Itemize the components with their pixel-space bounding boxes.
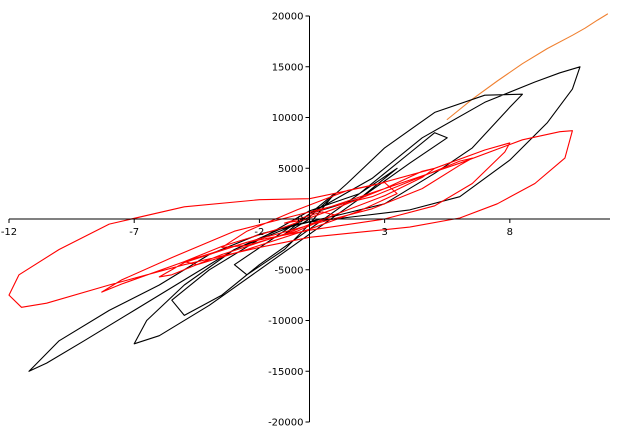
y-tick-label: 5000	[278, 164, 303, 175]
y-tick-label: 0	[297, 215, 303, 226]
x-tick-label: -12	[1, 227, 17, 238]
y-tick-label: 20000	[272, 12, 304, 23]
y-tick-label: -20000	[268, 418, 303, 429]
y-tick-label: 15000	[272, 62, 304, 73]
x-tick-label: -2	[254, 227, 264, 238]
x-tick-label: 3	[381, 227, 387, 238]
red-series-line	[8, 130, 573, 308]
ticks-layer: -12 -7 -2 3 8 20000 15000 10000 5000 0 -5000 -10000…	[1, 12, 513, 429]
y-tick-label: -15000	[268, 367, 303, 378]
orange-series-line	[446, 13, 609, 121]
x-tick-label: 8	[507, 227, 513, 238]
y-tick-label: -10000	[268, 316, 303, 327]
y-tick-label: 10000	[272, 113, 304, 124]
series-layer	[8, 13, 609, 372]
x-tick-label: -7	[129, 227, 139, 238]
y-tick-label: -5000	[274, 265, 303, 276]
